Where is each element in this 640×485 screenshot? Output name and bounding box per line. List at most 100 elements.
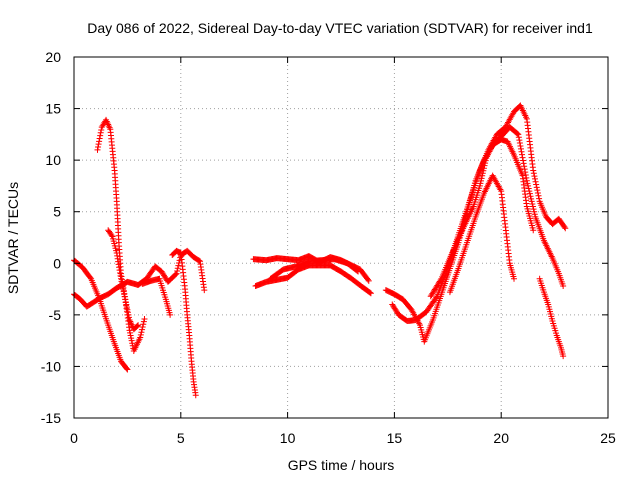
y-tick-label: -5: [49, 307, 62, 323]
data-point: [127, 329, 134, 336]
data-point: [119, 280, 126, 287]
data-point: [135, 322, 142, 329]
data-point: [531, 208, 538, 215]
data-point: [139, 323, 146, 330]
data-point: [123, 304, 130, 311]
data-point: [355, 268, 362, 275]
data-point: [137, 334, 144, 341]
data-point: [525, 182, 532, 189]
data-point: [354, 267, 361, 274]
data-point: [532, 178, 539, 185]
data-point: [367, 289, 374, 296]
data-point: [124, 306, 131, 313]
data-point: [121, 291, 128, 298]
data-point: [96, 135, 103, 142]
data-point: [128, 337, 135, 344]
data-point: [87, 274, 94, 281]
series-track-9: [267, 256, 362, 282]
data-point: [478, 175, 485, 182]
y-tick-label: 0: [53, 255, 61, 271]
data-point: [196, 257, 203, 264]
data-point: [120, 288, 127, 295]
data-point: [561, 224, 568, 231]
data-point: [517, 145, 524, 152]
data-point: [137, 331, 144, 338]
data-point: [173, 270, 180, 277]
data-point: [122, 298, 129, 305]
data-point: [128, 335, 135, 342]
data-point: [534, 187, 541, 194]
data-point: [514, 130, 521, 137]
data-point: [481, 162, 488, 169]
data-point: [433, 294, 440, 301]
data-point: [519, 154, 526, 161]
data-point: [117, 275, 124, 282]
series-track-4: [71, 257, 131, 373]
data-point: [134, 322, 141, 329]
data-point: [530, 170, 537, 177]
data-point: [167, 311, 174, 318]
data-point: [531, 173, 538, 180]
data-point: [480, 167, 487, 174]
x-tick-label: 10: [280, 430, 296, 446]
data-point: [125, 311, 132, 318]
data-point: [95, 143, 102, 150]
data-point: [364, 276, 371, 283]
data-point: [533, 181, 540, 188]
data-point: [525, 185, 532, 192]
series-track-6: [139, 275, 174, 318]
data-point: [94, 146, 101, 153]
data-point: [528, 198, 535, 205]
data-point: [517, 142, 524, 149]
data-point: [524, 180, 531, 187]
data-point: [526, 190, 533, 197]
data-point: [126, 314, 133, 321]
data-point: [201, 287, 208, 294]
data-point: [140, 321, 147, 328]
data-point: [515, 131, 522, 138]
data-point: [122, 296, 129, 303]
x-axis-label: GPS time / hours: [288, 457, 395, 473]
data-point: [479, 170, 486, 177]
y-tick-label: 15: [45, 101, 61, 117]
data-point: [479, 172, 486, 179]
data-point: [520, 157, 527, 164]
series-track-13: [446, 172, 518, 296]
data-point: [365, 277, 372, 284]
data-point: [534, 189, 541, 196]
data-point: [124, 366, 131, 373]
data-point: [531, 211, 538, 218]
x-tick-label: 15: [387, 430, 403, 446]
y-tick-label: 20: [45, 49, 61, 65]
data-point: [118, 278, 125, 285]
data-point: [523, 177, 530, 184]
data-point: [530, 206, 537, 213]
data-point: [529, 200, 536, 207]
data-point: [482, 160, 489, 167]
data-point: [437, 277, 444, 284]
data-point: [192, 392, 199, 399]
series-track-8: [252, 262, 374, 297]
data-point: [511, 275, 518, 282]
data-point: [121, 293, 128, 300]
data-point: [367, 290, 374, 297]
data-point: [477, 180, 484, 187]
data-point: [521, 166, 528, 173]
data-point: [172, 271, 179, 278]
series-track-11: [382, 124, 567, 345]
data-point: [478, 177, 485, 184]
data-point: [127, 332, 134, 339]
data-point: [97, 129, 104, 136]
data-point: [119, 283, 126, 290]
chart-title: Day 086 of 2022, Sidereal Day-to-day VTE…: [87, 20, 593, 36]
data-point: [528, 195, 535, 202]
data-point: [129, 340, 136, 347]
data-point: [531, 175, 538, 182]
y-axis-label: SDTVAR / TECUs: [5, 182, 21, 294]
data-point: [476, 182, 483, 189]
data-point: [562, 225, 569, 232]
data-point: [516, 140, 523, 147]
y-tick-label: 5: [53, 204, 61, 220]
